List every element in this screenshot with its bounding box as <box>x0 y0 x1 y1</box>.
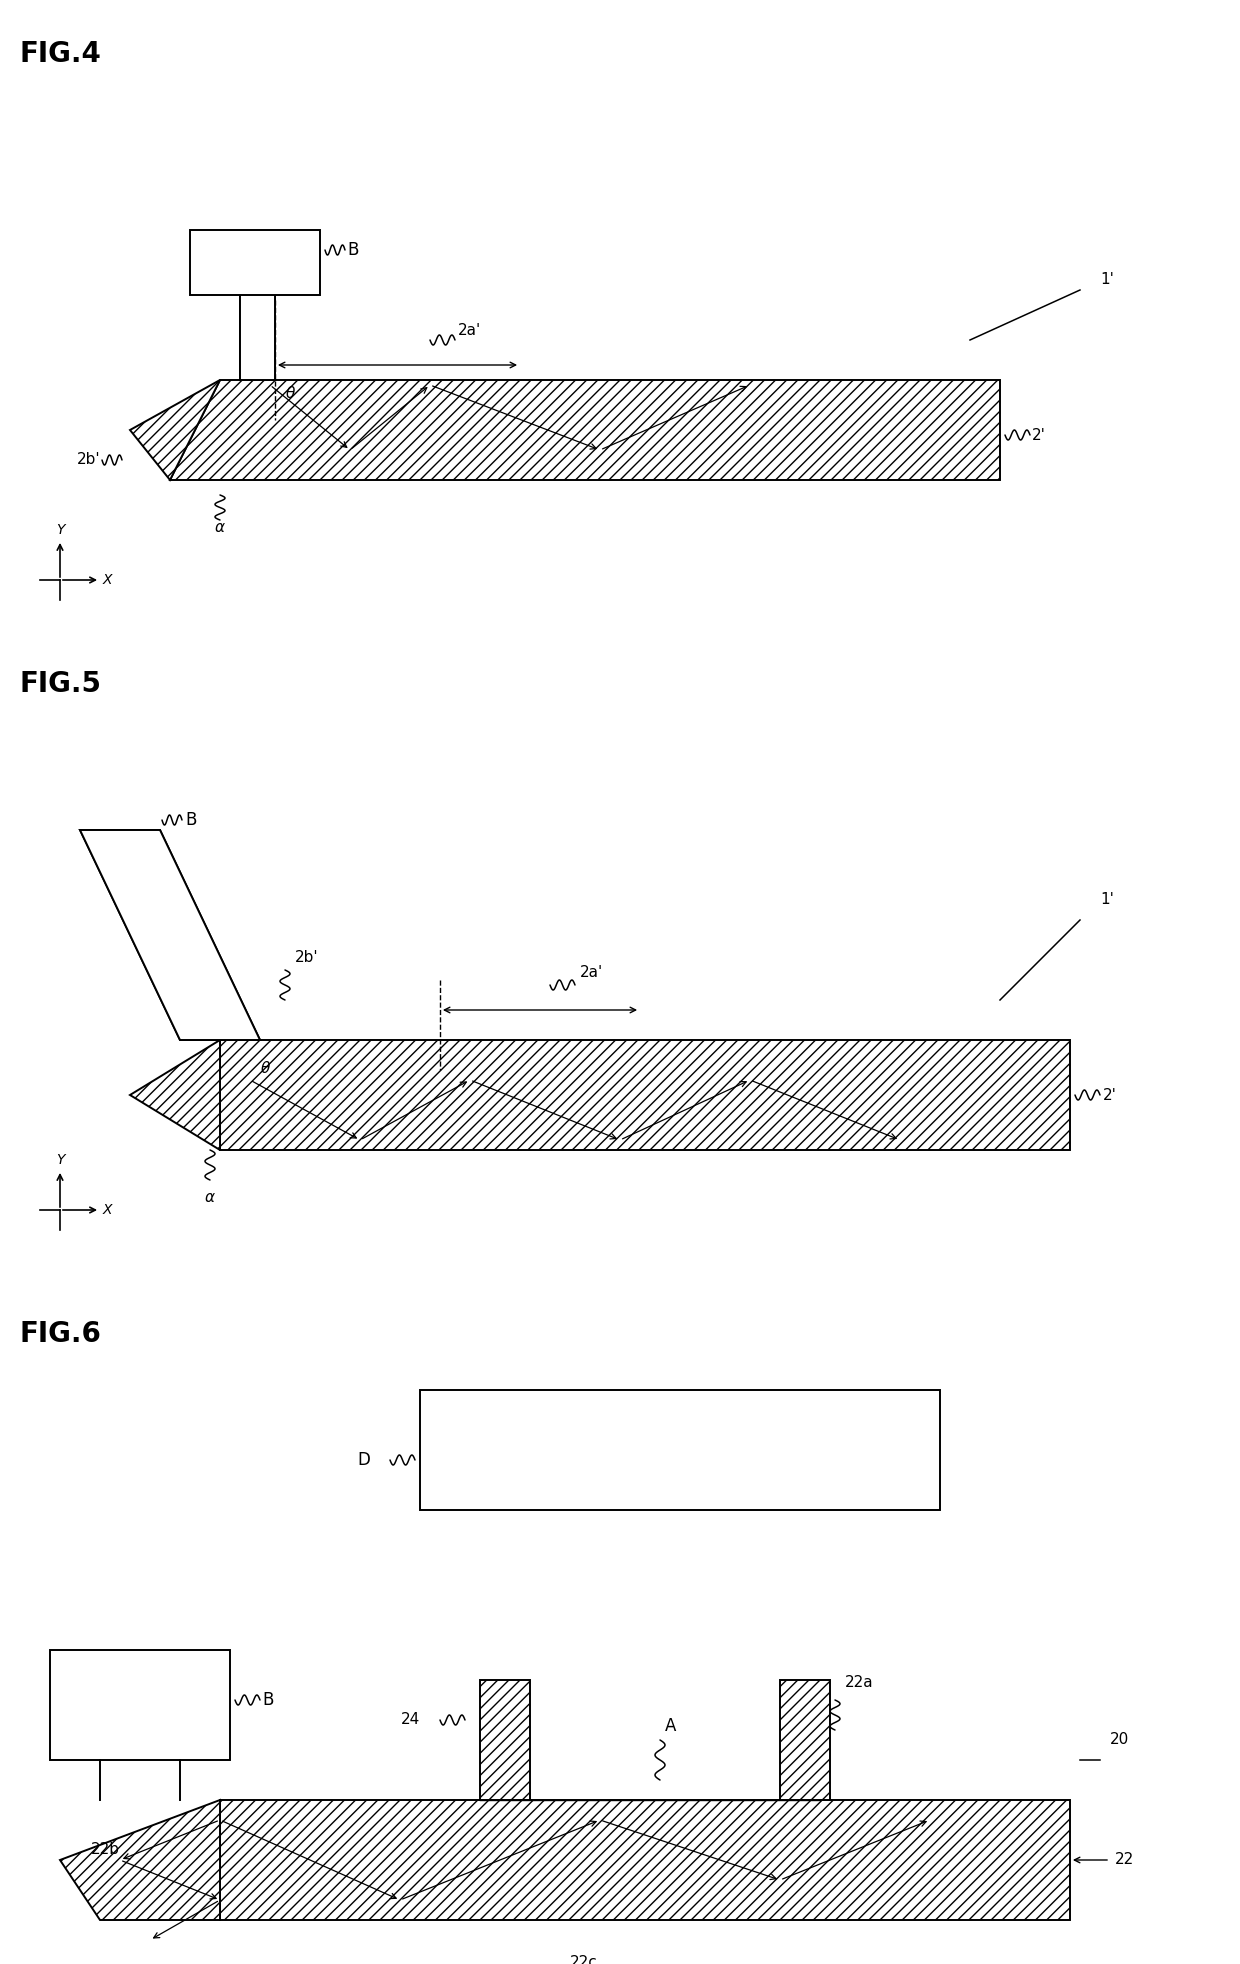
Text: 22a: 22a <box>844 1675 874 1689</box>
Bar <box>420 1391 940 1510</box>
Text: Y: Y <box>56 1153 64 1167</box>
Text: B: B <box>185 811 196 829</box>
Text: D: D <box>357 1451 370 1469</box>
Text: X: X <box>103 1204 113 1218</box>
Polygon shape <box>241 291 275 379</box>
Text: 1': 1' <box>1100 273 1114 287</box>
Text: $\theta$: $\theta$ <box>260 1061 272 1076</box>
Polygon shape <box>219 1799 1070 1921</box>
Polygon shape <box>81 831 260 1041</box>
Text: 22: 22 <box>1115 1852 1135 1868</box>
Text: FIG.5: FIG.5 <box>20 670 102 697</box>
Polygon shape <box>130 1041 219 1151</box>
Text: FIG.4: FIG.4 <box>20 39 102 69</box>
Polygon shape <box>170 379 999 479</box>
Text: B: B <box>347 242 358 259</box>
Text: 2b': 2b' <box>77 452 100 467</box>
Polygon shape <box>219 1041 1070 1151</box>
Text: 2': 2' <box>1032 428 1045 442</box>
Bar <box>241 291 275 379</box>
Bar <box>480 1679 529 1799</box>
Text: 2b': 2b' <box>295 951 319 964</box>
Bar <box>780 1679 830 1799</box>
Bar <box>190 230 320 295</box>
Text: Y: Y <box>56 522 64 536</box>
Text: 20: 20 <box>1110 1732 1130 1748</box>
Text: 2a': 2a' <box>580 964 603 980</box>
Text: B: B <box>262 1691 273 1709</box>
Text: 2a': 2a' <box>458 322 481 338</box>
Text: 1': 1' <box>1100 892 1114 907</box>
Polygon shape <box>60 1799 219 1921</box>
Polygon shape <box>81 831 260 1041</box>
Text: 24: 24 <box>401 1713 420 1728</box>
Text: $\alpha$: $\alpha$ <box>215 520 226 534</box>
Text: FIG.6: FIG.6 <box>20 1320 102 1347</box>
Text: A: A <box>665 1717 676 1734</box>
Text: 22b: 22b <box>91 1842 120 1858</box>
Text: 22c: 22c <box>570 1954 598 1964</box>
Text: $\theta$: $\theta$ <box>285 385 296 401</box>
Bar <box>50 1650 229 1760</box>
Text: $\alpha$: $\alpha$ <box>205 1190 216 1206</box>
Polygon shape <box>130 379 219 479</box>
Text: X: X <box>103 573 113 587</box>
Text: 2': 2' <box>1104 1088 1117 1102</box>
